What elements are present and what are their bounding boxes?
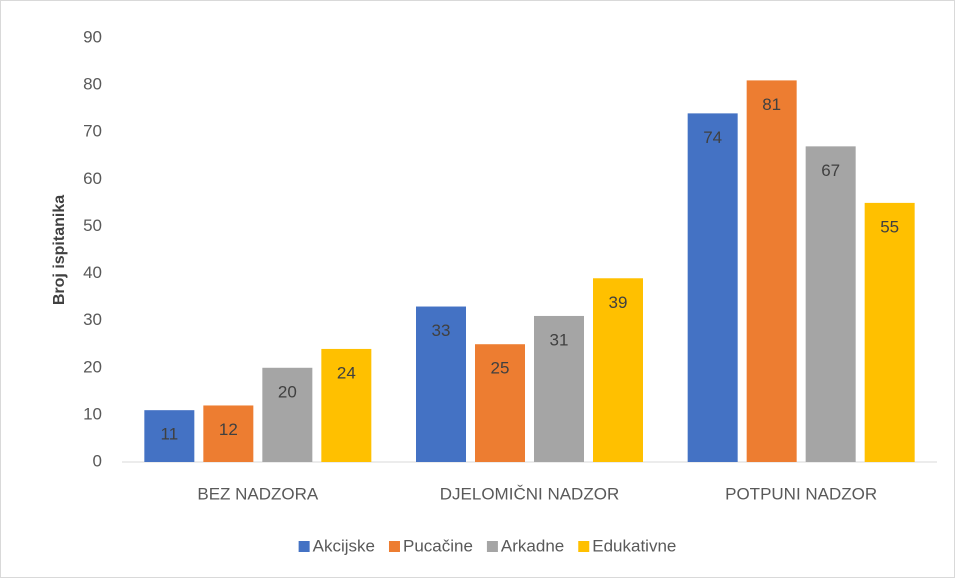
- x-tick-label: POTPUNI NADZOR: [725, 484, 877, 503]
- data-label: 11: [161, 425, 179, 444]
- bar: [416, 306, 466, 462]
- legend-swatch: [486, 541, 498, 552]
- bar: [687, 113, 738, 462]
- y-tick-label: 60: [83, 169, 102, 188]
- data-label: 39: [609, 293, 628, 312]
- bar: [203, 405, 254, 462]
- y-tick-label: 50: [83, 216, 102, 235]
- x-tick-label: DJELOMIČNI NADZOR: [440, 484, 619, 503]
- bar: [746, 80, 797, 463]
- data-label: 67: [821, 161, 840, 180]
- y-tick-label: 0: [93, 451, 102, 470]
- bar: [475, 344, 525, 462]
- data-label: 74: [703, 128, 722, 147]
- y-tick-label: 40: [83, 263, 102, 282]
- y-tick-label: 70: [83, 122, 102, 141]
- bar: [144, 410, 195, 462]
- legend-swatch: [388, 541, 400, 552]
- y-tick-label: 80: [83, 75, 102, 94]
- y-tick-label: 90: [83, 27, 102, 46]
- data-label: 12: [219, 420, 238, 439]
- y-tick-label: 10: [83, 404, 102, 423]
- legend-label: Pucačine: [403, 536, 473, 555]
- data-label: 20: [278, 382, 297, 401]
- data-label: 31: [550, 330, 569, 349]
- y-axis-label: Broj ispitanika: [51, 195, 68, 305]
- data-label: 25: [491, 359, 510, 378]
- y-tick-label: 20: [83, 357, 102, 376]
- legend-swatch: [298, 541, 310, 552]
- data-label: 81: [762, 95, 781, 114]
- bar: [593, 278, 643, 462]
- x-tick-label: BEZ NADZORA: [197, 484, 319, 503]
- bar: [864, 202, 915, 462]
- bar: [262, 367, 313, 462]
- bar: [321, 348, 372, 462]
- data-label: 55: [880, 217, 899, 236]
- data-label: 33: [432, 321, 451, 340]
- bar: [805, 146, 856, 462]
- legend-label: Akcijske: [313, 536, 375, 555]
- y-tick-label: 30: [83, 310, 102, 329]
- data-label: 24: [337, 363, 356, 382]
- legend-label: Arkadne: [501, 536, 564, 555]
- legend-swatch: [578, 541, 590, 552]
- bar: [534, 315, 584, 462]
- legend-label: Edukativne: [592, 536, 676, 555]
